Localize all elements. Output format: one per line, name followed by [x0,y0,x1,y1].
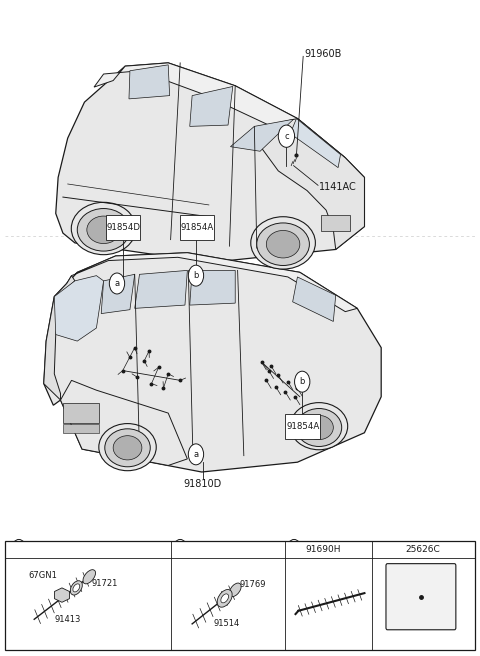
Bar [106,215,141,239]
Text: 91810D: 91810D [183,479,222,489]
Bar [322,215,350,231]
Ellipse shape [290,403,348,450]
Ellipse shape [83,569,96,584]
Text: 91960B: 91960B [305,49,342,60]
Text: 91690H: 91690H [306,544,341,554]
Polygon shape [56,63,364,262]
Text: 1141AC: 1141AC [319,182,357,192]
Polygon shape [67,253,357,312]
Polygon shape [55,588,70,602]
Text: 91721: 91721 [92,579,118,588]
Circle shape [287,539,301,559]
Bar [285,415,321,440]
Polygon shape [60,380,187,466]
Ellipse shape [257,223,310,266]
Bar [63,424,99,433]
Text: 25626C: 25626C [406,544,440,554]
Text: c: c [284,132,289,140]
Polygon shape [293,277,336,321]
Ellipse shape [87,216,120,243]
Polygon shape [262,119,364,249]
Ellipse shape [73,584,80,592]
Text: 91514: 91514 [214,619,240,628]
Ellipse shape [72,202,136,255]
Text: 91413: 91413 [54,615,81,624]
Text: b: b [300,377,305,386]
Polygon shape [44,276,75,400]
Text: a: a [114,279,120,288]
Polygon shape [44,253,381,472]
Ellipse shape [217,590,232,607]
Text: b: b [177,544,183,554]
Ellipse shape [221,594,228,603]
Polygon shape [129,65,169,99]
Bar [180,215,214,239]
Bar [63,403,99,423]
Circle shape [188,444,204,465]
Polygon shape [135,270,187,308]
Polygon shape [101,274,135,314]
Circle shape [173,539,187,559]
Ellipse shape [305,415,333,440]
Text: 91854A: 91854A [180,222,214,232]
Text: 91854A: 91854A [286,422,319,432]
Text: 91854D: 91854D [106,222,140,232]
Text: b: b [193,271,199,280]
Ellipse shape [266,230,300,258]
Ellipse shape [296,409,342,447]
Text: c: c [291,544,297,554]
Polygon shape [230,119,294,152]
Circle shape [12,539,26,559]
Bar [5,541,475,650]
Ellipse shape [251,216,315,269]
Polygon shape [94,63,345,161]
Ellipse shape [105,429,150,467]
Ellipse shape [70,581,83,595]
Polygon shape [54,276,104,341]
Ellipse shape [77,209,130,251]
Text: a: a [16,544,22,554]
Text: 67GN1: 67GN1 [28,571,57,580]
Circle shape [278,125,295,148]
Ellipse shape [113,436,142,460]
Polygon shape [190,87,233,127]
Polygon shape [290,119,340,168]
Text: a: a [193,450,199,459]
Ellipse shape [99,424,156,471]
Polygon shape [190,270,235,305]
Circle shape [109,273,125,294]
FancyBboxPatch shape [386,564,456,630]
Circle shape [188,265,204,286]
Circle shape [295,371,310,392]
Text: 91769: 91769 [240,580,266,589]
Ellipse shape [229,583,241,596]
